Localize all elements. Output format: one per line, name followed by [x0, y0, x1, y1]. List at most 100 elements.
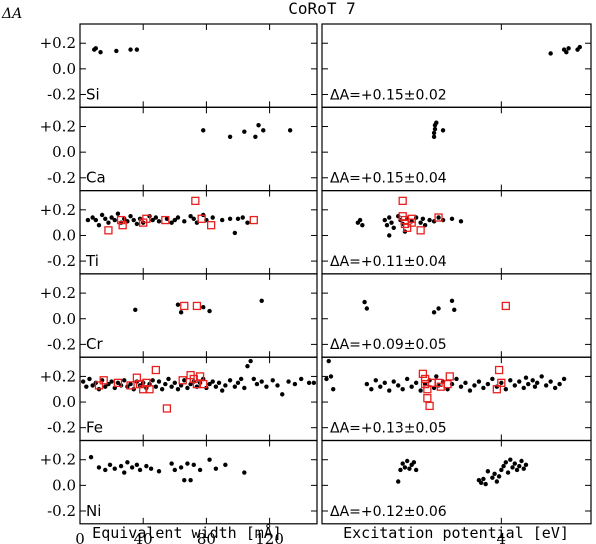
data-point-black: [122, 378, 127, 383]
x-axis-label-excitation-potential: Excitation potential [eV]: [343, 524, 569, 542]
data-point-black: [106, 220, 111, 225]
data-point-black: [387, 388, 392, 393]
data-point-black: [521, 385, 526, 391]
data-point-black: [227, 216, 233, 221]
data-point-black: [387, 233, 392, 238]
data-point-black: [402, 465, 408, 470]
data-point-black: [125, 460, 130, 465]
data-point-black: [133, 307, 138, 312]
data-point-black: [449, 216, 455, 221]
data-point-black: [238, 376, 244, 382]
data-point-black: [517, 379, 522, 384]
data-point-red-square: [162, 404, 172, 413]
y-tick-label: +0.2: [40, 34, 76, 52]
data-point-black: [213, 466, 219, 471]
data-point-black: [396, 479, 401, 484]
data-point-black: [207, 308, 212, 314]
data-point-black: [432, 126, 438, 132]
y-tick-label: +0.2: [40, 367, 76, 385]
data-point-black: [404, 376, 410, 382]
data-point-black: [499, 380, 504, 386]
data-point-black: [122, 470, 127, 475]
data-point-black: [369, 387, 374, 392]
data-point-red-square: [191, 196, 200, 206]
data-point-red-square: [423, 385, 432, 394]
y-axis-label: ΔA: [1, 6, 22, 22]
data-point-black: [552, 385, 558, 391]
data-point-black: [144, 463, 149, 469]
data-point-black: [508, 457, 513, 462]
data-point-black: [478, 480, 484, 485]
data-point-black: [398, 467, 403, 473]
data-point-black: [251, 376, 256, 382]
data-point-black: [382, 217, 387, 223]
data-point-black: [109, 379, 114, 384]
data-point-black: [182, 478, 187, 483]
data-point-black: [128, 47, 133, 52]
data-point-black: [153, 384, 159, 389]
element-label: Cr: [86, 335, 103, 353]
data-point-black: [411, 460, 417, 465]
data-point-red-square: [99, 376, 108, 385]
data-point-black: [292, 381, 298, 387]
data-point-black: [404, 458, 410, 464]
data-point-black: [523, 375, 529, 380]
data-point-black: [331, 387, 336, 392]
data-point-black: [362, 299, 367, 305]
data-point-black: [137, 467, 143, 473]
data-point-black: [514, 467, 520, 473]
abundance-annotation: ΔA=+0.15±0.02: [330, 87, 447, 103]
data-point-black: [543, 383, 549, 388]
data-point-black: [306, 380, 312, 386]
data-point-black: [150, 217, 155, 223]
data-point-black: [523, 462, 529, 468]
data-point-black: [508, 378, 513, 383]
data-point-black: [109, 215, 114, 220]
data-point-black: [223, 383, 228, 388]
data-point-black: [245, 220, 250, 225]
row-si: +0.2 0.0 -0.2 Si ΔA=+0.15±0.02: [40, 23, 592, 108]
data-point-black: [115, 211, 121, 216]
data-point-black: [131, 217, 136, 223]
data-point-black: [207, 457, 212, 462]
data-point-black: [166, 376, 171, 382]
data-point-black: [270, 378, 275, 383]
data-point-red-square: [494, 365, 504, 375]
data-point-black: [458, 219, 464, 224]
row-fe: +0.2 0.0 -0.2 Fe ΔA=+0.13±0.05: [40, 356, 592, 442]
data-point-red-square: [425, 401, 434, 411]
y-tick-label: 0.0: [52, 476, 76, 494]
data-point-black: [532, 384, 538, 389]
y-tick-label: 0.0: [52, 393, 76, 411]
data-point-black: [103, 384, 108, 389]
data-point-red-square: [118, 221, 127, 230]
panel-frame-left: [79, 273, 318, 358]
data-point-black: [431, 310, 437, 315]
data-point-black: [449, 298, 455, 304]
data-point-red-square: [443, 379, 452, 389]
data-point-black: [287, 128, 293, 133]
y-tick-label: -0.2: [47, 419, 76, 437]
data-point-black: [242, 129, 247, 134]
data-point-black: [188, 214, 193, 219]
data-point-black: [254, 381, 260, 387]
data-point-black: [389, 220, 394, 225]
y-tick-label: -0.2: [47, 169, 76, 187]
data-point-black: [80, 379, 86, 384]
data-point-black: [201, 305, 206, 310]
data-point-black: [535, 380, 540, 386]
data-point-red-square: [192, 301, 202, 311]
data-point-black: [159, 387, 165, 392]
data-point-red-square: [116, 215, 126, 225]
data-point-black: [396, 383, 401, 388]
element-label: Si: [86, 85, 100, 103]
data-point-black: [227, 378, 233, 383]
data-point-black: [107, 462, 113, 468]
data-point-black: [115, 380, 121, 386]
data-point-black: [248, 358, 253, 364]
data-point-black: [178, 310, 184, 315]
data-point-black: [391, 379, 396, 384]
panel-frame-left: [79, 356, 318, 442]
data-point-black: [185, 461, 190, 466]
